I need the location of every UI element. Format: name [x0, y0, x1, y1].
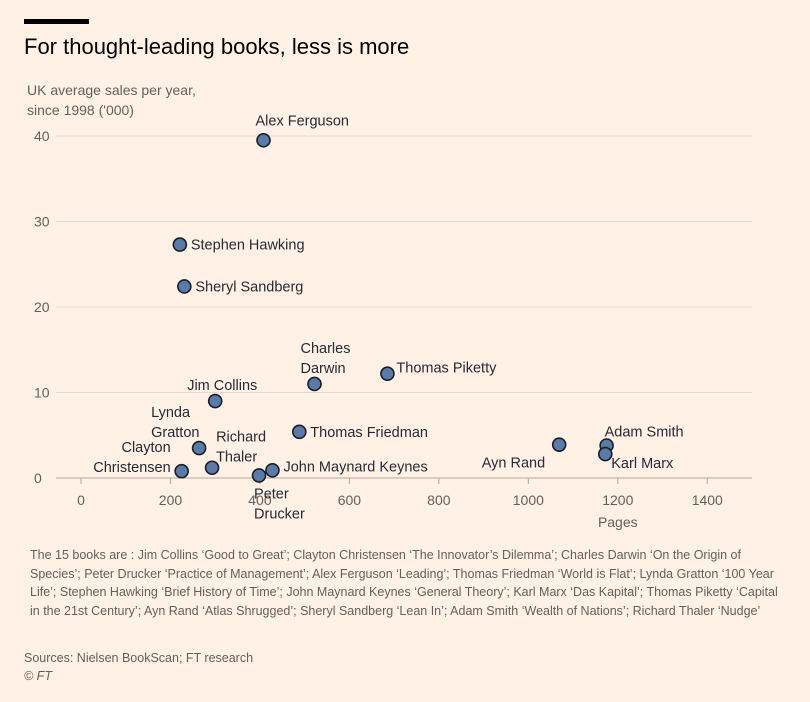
label-ayn-rand: Ayn Rand [482, 456, 545, 472]
label-karl-marx: Karl Marx [611, 456, 674, 472]
x-tick-label-800: 800 [427, 492, 451, 508]
y-tick-label-30: 30 [34, 214, 50, 230]
point-sheryl-sandberg [177, 279, 192, 294]
chart-title: For thought-leading books, less is more [24, 34, 410, 59]
y-tick-label-0: 0 [34, 470, 42, 486]
x-tick-label-400: 400 [248, 492, 272, 508]
label-lynda-gratton: Lynda Gratton [151, 405, 199, 441]
ft-credit: © FT [24, 669, 52, 683]
point-clayton-christensen [174, 463, 189, 479]
point-stephen-hawking [172, 237, 188, 252]
point-alex-ferguson [256, 132, 271, 148]
label-peter-drucker: Peter Drucker [254, 486, 305, 522]
label-alex-ferguson: Alex Ferguson [256, 113, 350, 129]
point-thomas-friedman [291, 424, 307, 440]
data-points [172, 132, 614, 483]
x-tick-label-1200: 1200 [602, 492, 633, 508]
y-tick-labels: 0 10 20 30 40 [34, 128, 50, 486]
point-ayn-rand [551, 437, 567, 452]
x-tick-label-1400: 1400 [692, 492, 723, 508]
point-labels: Alex Ferguson Stephen Hawking Sheryl Sandb… [93, 113, 683, 522]
point-john-maynard-keynes [265, 463, 280, 478]
label-adam-smith: Adam Smith [605, 425, 684, 441]
label-richard-thaler: Richard Thaler [216, 430, 266, 466]
x-tick-label-1000: 1000 [513, 492, 544, 508]
point-peter-drucker [251, 468, 267, 483]
scatter-plot: 0 10 20 30 40 0 200 400 600 800 1000 1200 1400 Alex… [34, 113, 752, 530]
point-charles-darwin [307, 376, 322, 392]
point-richard-thaler [204, 460, 220, 476]
label-thomas-friedman: Thomas Friedman [310, 425, 428, 441]
y-tick-label-10: 10 [34, 385, 50, 401]
x-tick-label-200: 200 [159, 492, 183, 508]
y-tick-label-40: 40 [34, 128, 50, 144]
x-tick-label-0: 0 [77, 492, 85, 508]
point-karl-marx [597, 446, 613, 462]
brand-rule [24, 19, 89, 24]
label-clayton-christensen: Clayton Christensen [93, 440, 170, 476]
label-sheryl-sandberg: Sheryl Sandberg [195, 279, 303, 295]
x-tick-labels: 0 200 400 600 800 1000 1200 1400 [77, 492, 723, 508]
point-thomas-piketty [380, 366, 395, 381]
x-axis-label: Pages [598, 514, 638, 530]
sources-block: Sources: Nielsen BookScan; FT research ©… [24, 649, 253, 685]
label-thomas-piketty: Thomas Piketty [396, 361, 497, 377]
label-stephen-hawking: Stephen Hawking [191, 238, 305, 254]
label-jim-collins: Jim Collins [187, 378, 257, 394]
label-charles-darwin: Charles Darwin [301, 341, 351, 377]
footnote: The 15 books are : Jim Collins ‘Good to … [30, 548, 778, 618]
x-tick-label-600: 600 [338, 492, 362, 508]
sources-text: Sources: Nielsen BookScan; FT research [24, 651, 254, 665]
point-jim-collins [207, 393, 223, 409]
y-tick-label-20: 20 [34, 299, 50, 315]
point-lynda-gratton [191, 440, 207, 456]
label-john-maynard-keynes: John Maynard Keynes [283, 459, 427, 475]
gridlines [56, 135, 752, 484]
y-axis-label: UK average sales per year, since 1998 ('… [27, 82, 196, 118]
